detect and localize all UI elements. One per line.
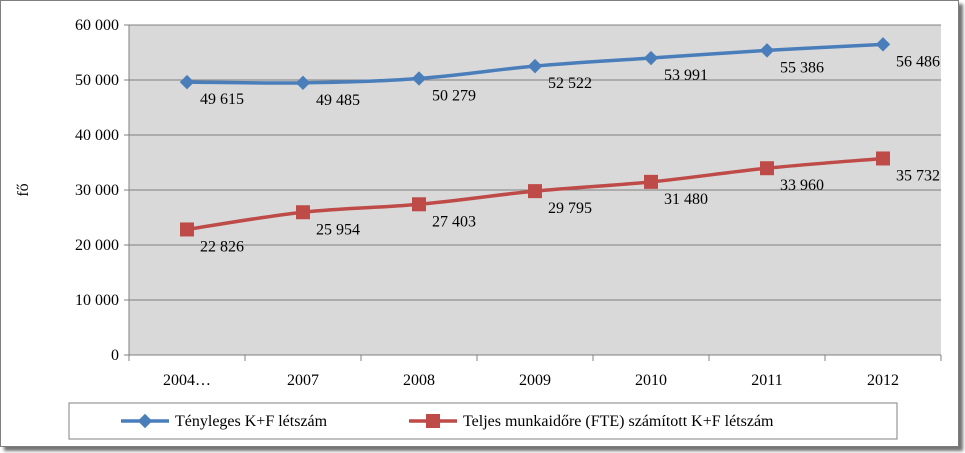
- y-tick-label: 30 000: [75, 182, 119, 199]
- data-point: [760, 161, 774, 176]
- x-tick-label: 2007: [287, 372, 319, 389]
- data-label: 27 403: [432, 213, 476, 230]
- data-point: [295, 75, 311, 91]
- series: 49 615 49 485 50 279 52 522 53 991 55 386 56 4…: [179, 37, 940, 255]
- data-point: [876, 151, 890, 166]
- data-label: 31 480: [664, 191, 708, 208]
- data-point: [644, 174, 658, 189]
- y-tick-label: 60 000: [75, 17, 119, 34]
- series-1: 49 615 49 485 50 279 52 522 53 991 55 386 56 4…: [179, 37, 940, 109]
- data-point: [179, 74, 195, 90]
- legend-marker: [137, 413, 153, 429]
- x-tick-label: 2011: [751, 372, 782, 389]
- data-label: 35 732: [896, 167, 940, 184]
- data-point: [759, 43, 775, 58]
- y-tick-label: 40 000: [75, 127, 119, 144]
- x-tick-label: 2010: [635, 372, 667, 389]
- data-label: 52 522: [548, 75, 592, 92]
- data-point: [643, 50, 659, 66]
- data-label: 49 615: [200, 91, 244, 108]
- data-label: 29 795: [548, 200, 592, 217]
- data-label: 56 486: [896, 53, 940, 70]
- y-tick-label: 20 000: [75, 237, 119, 254]
- legend-item-2: Teljes munkaidőre (FTE) számított K+F lé…: [409, 413, 774, 430]
- data-point: [411, 71, 427, 86]
- data-point: [412, 197, 426, 212]
- line-chart: 0 10 000 20 000 30 000 40 000 50 000 60 000 200…: [15, 17, 942, 440]
- x-tick-label: 2012: [867, 372, 899, 389]
- y-tick-label: 10 000: [75, 292, 119, 309]
- x-tick-label: 2009: [519, 372, 551, 389]
- y-tick-label: 0: [111, 347, 119, 364]
- data-label: 53 991: [664, 67, 708, 84]
- legend-marker: [426, 414, 440, 428]
- legend: Tényleges K+F létszám Teljes munkaidőre (…: [68, 402, 898, 440]
- y-tick-label: 50 000: [75, 72, 119, 89]
- axes: 0 10 000 20 000 30 000 40 000 50 000 60 000 200…: [75, 17, 942, 389]
- legend-box: [68, 402, 898, 440]
- data-point: [180, 222, 194, 237]
- series-2: 22 826 25 954 27 403 29 795 31 480 33 960 35 7…: [180, 151, 940, 255]
- data-label: 55 386: [780, 59, 824, 76]
- x-tick-label: 2008: [403, 372, 435, 389]
- data-label: 25 954: [316, 221, 360, 238]
- data-point: [875, 37, 891, 52]
- legend-label: Teljes munkaidőre (FTE) számított K+F lé…: [463, 413, 774, 430]
- data-point: [528, 184, 542, 199]
- y-axis-title: fő: [15, 183, 32, 196]
- data-label: 50 279: [432, 87, 476, 104]
- data-point: [527, 58, 543, 74]
- legend-item-1: Tényleges K+F létszám: [121, 413, 328, 430]
- x-tick-label: 2004…: [163, 372, 211, 389]
- data-label: 33 960: [780, 177, 824, 194]
- data-label: 22 826: [200, 238, 244, 255]
- legend-label: Tényleges K+F létszám: [175, 413, 328, 430]
- data-label: 49 485: [316, 92, 360, 109]
- data-point: [296, 205, 310, 220]
